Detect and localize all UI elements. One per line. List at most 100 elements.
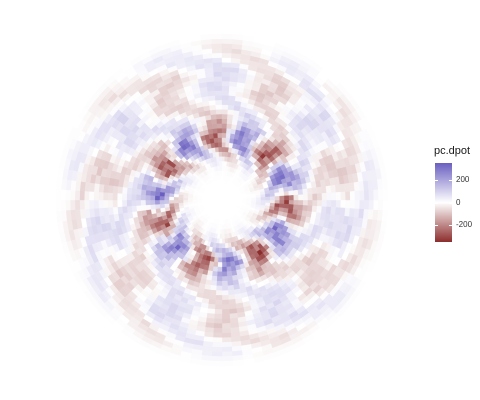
heatmap-cell xyxy=(200,34,212,41)
heatmap-cell xyxy=(237,198,243,201)
heatmap-cell xyxy=(293,194,299,201)
heatmap-cell xyxy=(288,195,295,201)
heatmap-cell xyxy=(209,109,217,115)
heatmap-cell xyxy=(154,195,160,201)
heatmap-cell xyxy=(307,199,313,207)
heatmap-cell xyxy=(178,199,184,204)
heatmap-cell xyxy=(345,191,351,201)
heatmap-cell xyxy=(214,94,223,101)
heatmap-cell xyxy=(221,257,227,263)
heatmap-cell xyxy=(88,191,95,201)
heatmap-cell xyxy=(212,332,223,338)
heatmap-cell xyxy=(88,199,95,209)
heatmap-cell xyxy=(211,38,223,44)
heatmap-cell xyxy=(212,128,218,134)
heatmap-cell xyxy=(208,99,216,106)
heatmap-cell xyxy=(221,346,233,353)
legend-tick-label: 200 xyxy=(456,175,470,184)
heatmap-cell xyxy=(221,43,233,49)
heatmap-cell xyxy=(311,187,318,195)
heatmap-cell xyxy=(321,192,328,201)
heatmap-cell xyxy=(283,191,290,197)
heatmap-cell xyxy=(260,194,266,198)
heatmap-cell xyxy=(215,109,223,115)
heatmap-cell xyxy=(284,199,290,205)
heatmap-cell xyxy=(207,90,216,97)
heatmap-cell xyxy=(270,199,276,204)
heatmap-cell xyxy=(228,294,236,301)
heatmap-cell xyxy=(187,199,193,203)
heatmap-cell xyxy=(227,109,235,115)
heatmap-cell xyxy=(302,205,309,212)
heatmap-cell xyxy=(215,290,223,296)
heatmap-cell xyxy=(93,199,99,209)
heatmap-cell xyxy=(241,198,248,201)
heatmap-cell xyxy=(221,71,231,77)
heatmap-cell xyxy=(279,195,285,201)
heatmap-cell xyxy=(213,137,219,143)
heatmap-cell xyxy=(226,123,233,129)
heatmap-cell xyxy=(211,47,223,54)
heatmap-cell xyxy=(192,199,198,203)
heatmap-cell xyxy=(214,313,223,320)
heatmap-cell xyxy=(359,199,365,210)
heatmap-cell xyxy=(221,80,230,87)
heatmap-cell xyxy=(288,204,294,210)
heatmap-cell xyxy=(209,104,217,111)
heatmap-cell xyxy=(56,210,63,222)
heatmap-cell xyxy=(209,289,217,296)
heatmap-cell xyxy=(221,47,233,54)
heatmap-cell xyxy=(214,80,223,87)
heatmap-cell xyxy=(288,199,295,205)
heatmap-cell xyxy=(159,203,165,209)
heatmap-cell xyxy=(212,266,218,272)
heatmap-cell xyxy=(84,199,90,210)
heatmap-cell xyxy=(225,252,230,258)
heatmap-cell xyxy=(221,113,228,120)
heatmap-cell xyxy=(173,199,179,204)
heatmap-cell xyxy=(98,199,104,209)
heatmap-cell xyxy=(227,285,235,291)
heatmap-cell xyxy=(79,199,85,210)
heatmap-cell xyxy=(213,76,223,82)
heatmap-cell xyxy=(221,238,226,244)
heatmap-cell xyxy=(219,165,223,171)
heatmap-cell xyxy=(213,66,223,73)
heatmap-cell xyxy=(216,118,223,124)
heatmap-cell xyxy=(373,189,379,201)
legend-tick-label: 0 xyxy=(456,198,461,207)
legend-tick-mark xyxy=(435,180,452,181)
heatmap-cell xyxy=(345,199,351,209)
heatmap-cell xyxy=(69,189,76,201)
heatmap-cell xyxy=(219,170,223,176)
heatmap-cell xyxy=(225,261,231,268)
heatmap-cell xyxy=(216,280,223,287)
heatmap-cell xyxy=(131,199,137,207)
heatmap-cell xyxy=(363,190,370,201)
heatmap-cell xyxy=(221,327,231,334)
heatmap-cell xyxy=(112,192,118,201)
heatmap-cell xyxy=(221,127,227,134)
heatmap-cell xyxy=(213,327,223,334)
heatmap-cell xyxy=(221,309,230,315)
heatmap-cell xyxy=(159,195,165,201)
heatmap-cell xyxy=(121,206,128,214)
heatmap-cell xyxy=(335,199,342,208)
heatmap-cell xyxy=(210,33,223,40)
heatmap-cell xyxy=(216,271,223,277)
heatmap-cell xyxy=(221,271,228,277)
heatmap-cell xyxy=(210,280,217,287)
heatmap-cell xyxy=(215,99,223,105)
heatmap-cell xyxy=(126,193,132,201)
heatmap-cell xyxy=(213,318,223,324)
heatmap-cell xyxy=(168,202,175,208)
heatmap-cell xyxy=(221,62,232,68)
heatmap-cell xyxy=(69,199,76,211)
heatmap-cell xyxy=(221,33,234,40)
heatmap-cell xyxy=(232,359,244,366)
heatmap-cell xyxy=(213,132,219,139)
heatmap-cell xyxy=(159,199,165,205)
heatmap-cell xyxy=(215,151,220,157)
heatmap-cell xyxy=(326,192,332,201)
heatmap-cell xyxy=(226,271,233,277)
